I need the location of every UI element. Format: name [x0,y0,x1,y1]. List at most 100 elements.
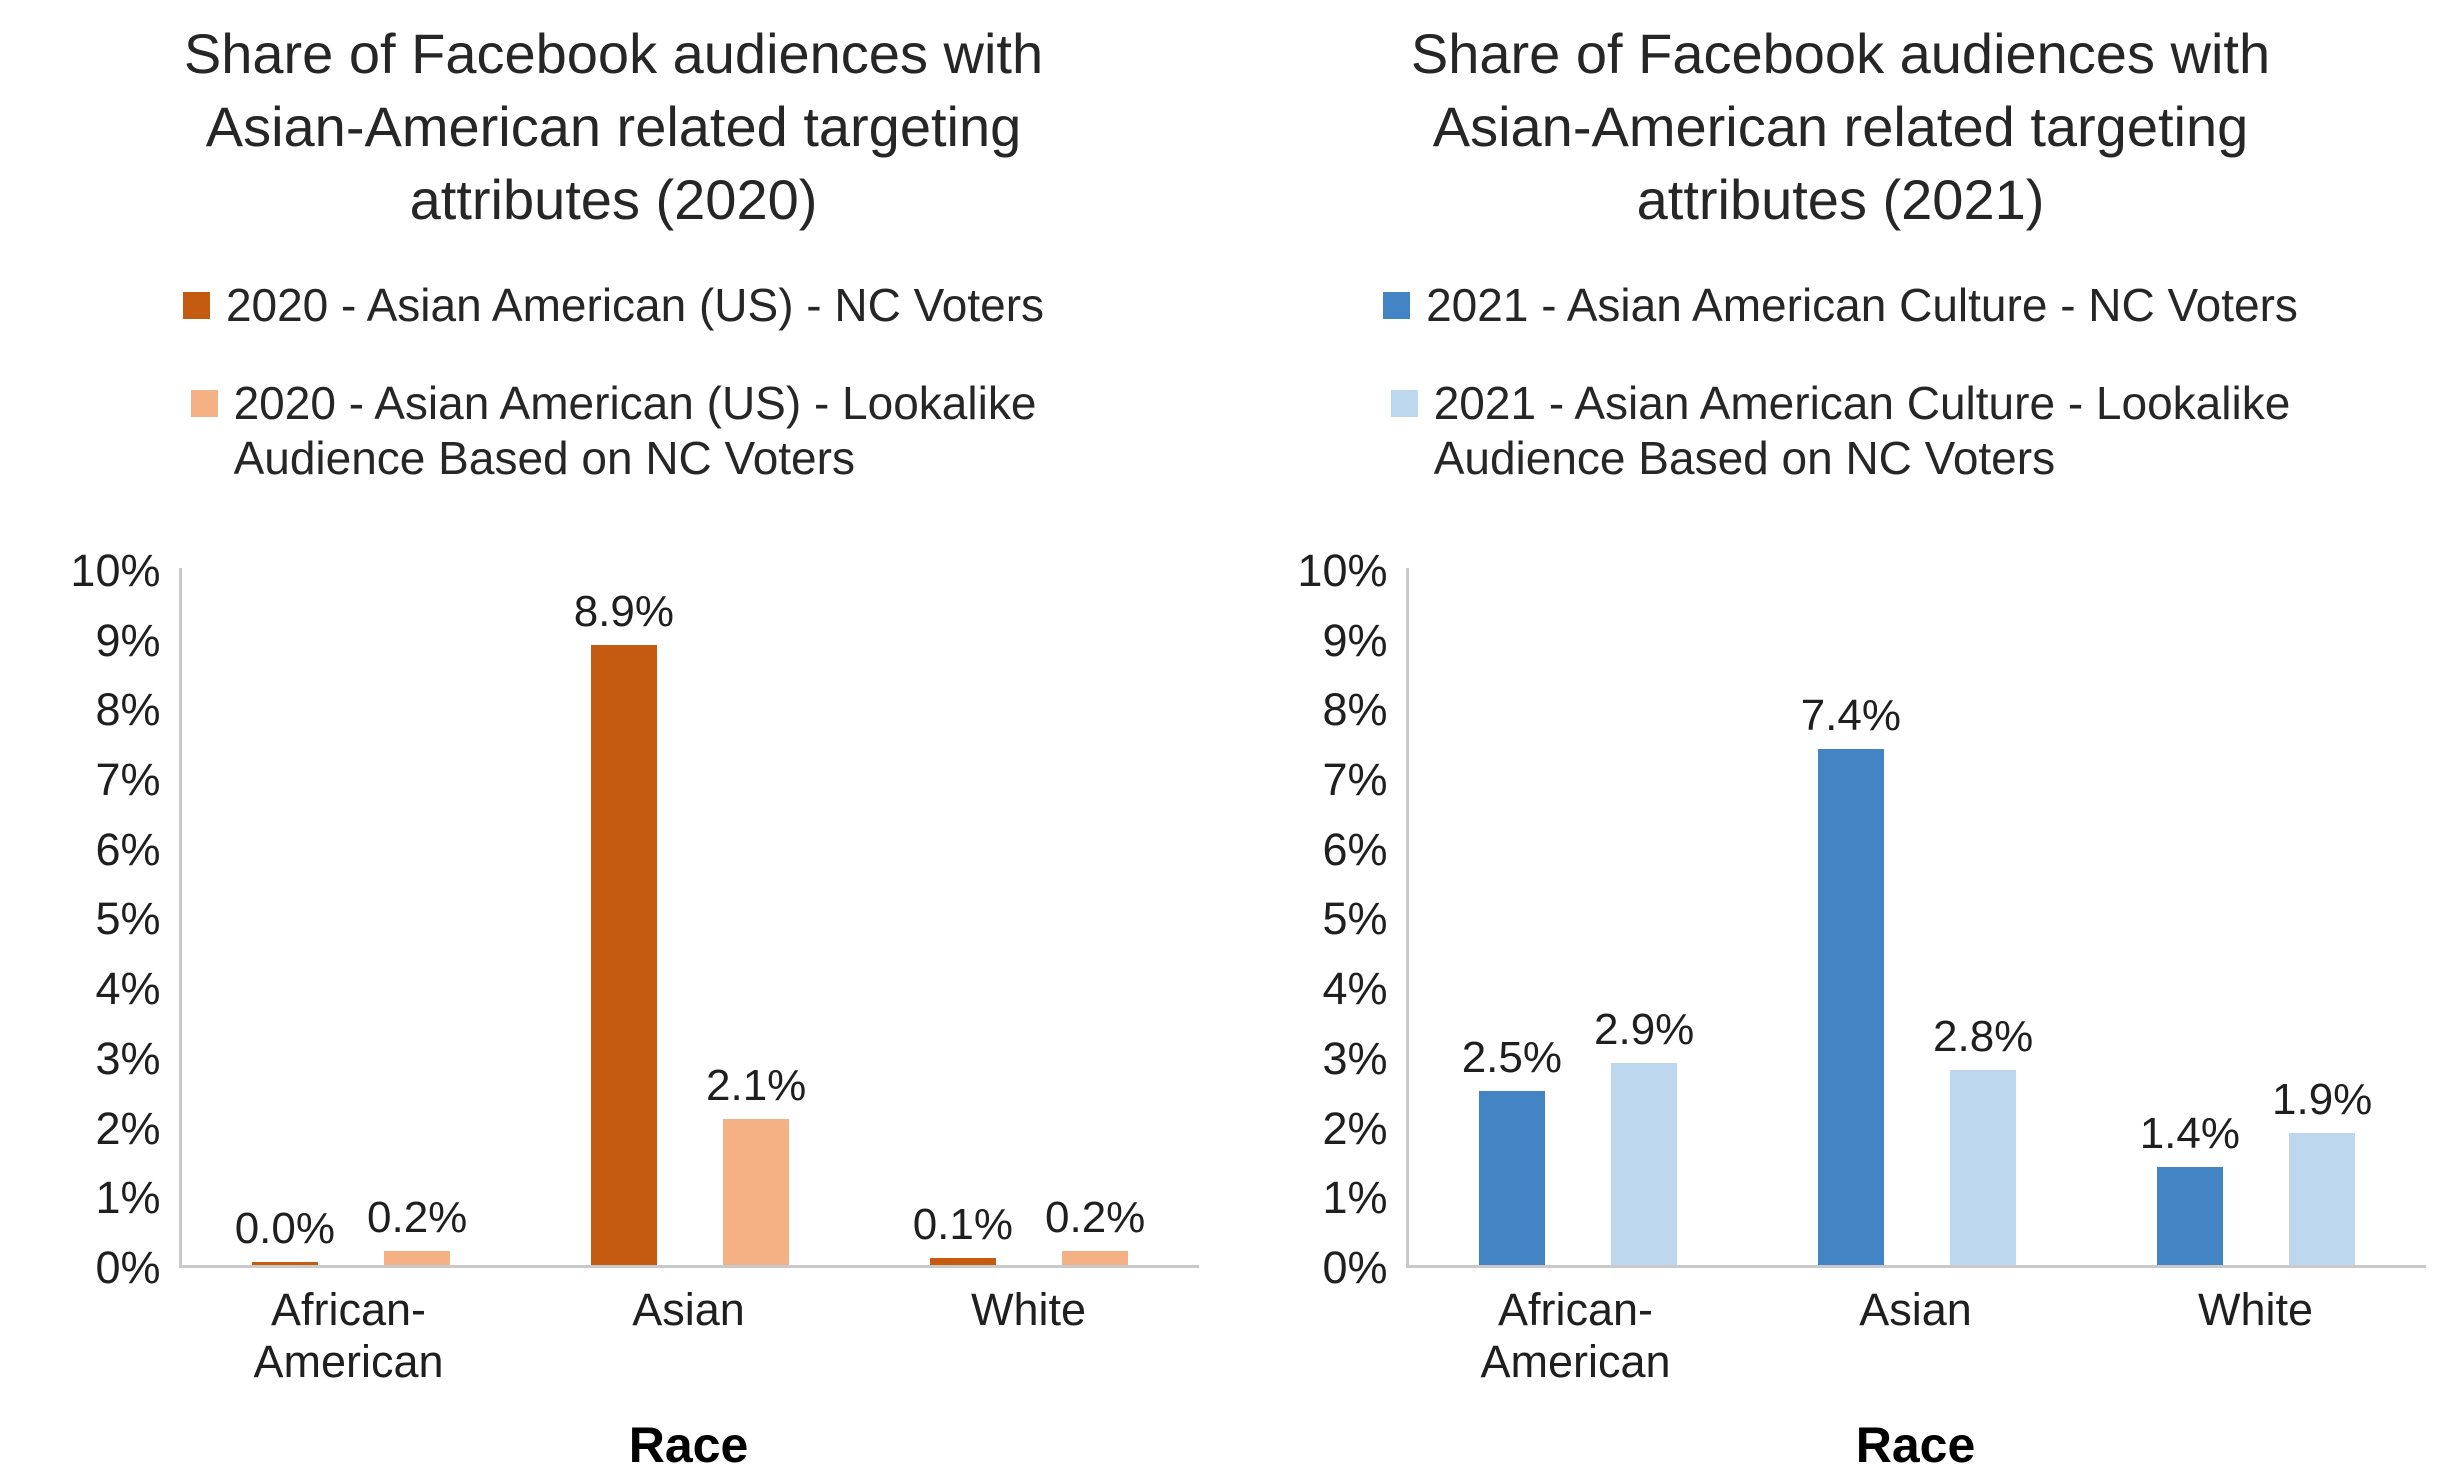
y-tick-label: 8% [95,684,161,736]
legend-label: 2020 - Asian American (US) - NC Voters [225,279,1045,332]
legend-item: 2021 - Asian American Culture - NC Voter… [1383,278,2298,333]
data-label: 2.8% [1933,1011,2034,1061]
y-tick-label: 4% [95,963,161,1015]
bar [1611,1062,1678,1265]
y-tick-label: 4% [1322,963,1388,1015]
chart-area: 0% 1% 2% 3% 4% 5% 6% 7% 8% 9% 10% 0.0% 0.2% 8.9% 2.1%… [29,545,1199,1474]
y-tick-label: 3% [1322,1032,1388,1084]
y-tick-label: 1% [95,1172,161,1224]
bar-with-label: 0.2% [1045,1193,1145,1265]
plot-column: 0.0% 0.2% 8.9% 2.1% 0.1% 0.2% African-America… [178,567,1199,1474]
bar-with-label: 7.4% [1801,691,1901,1265]
y-tick-label: 9% [95,614,161,666]
data-label: 2.5% [1461,1032,1562,1082]
bar-group-african-american: 0.0% 0.2% [182,568,521,1265]
y-tick-label: 0% [1322,1241,1388,1293]
y-axis: 0% 1% 2% 3% 4% 5% 6% 7% 8% 9% 10% [29,545,179,1293]
y-tick-label: 3% [95,1032,161,1084]
bar [251,1261,318,1265]
chart-title-2020: Share of Facebook audiences with Asian-A… [183,22,1044,231]
legend-swatch-icon [1390,389,1418,417]
bar [723,1118,790,1265]
data-label: 1.9% [2272,1074,2373,1124]
bar [929,1257,996,1265]
bar-with-label: 2.5% [1462,1033,1562,1265]
legend-swatch-icon [1383,292,1411,320]
chart-panel-2021: Share of Facebook audiences with Asian-A… [1227,0,2454,1473]
chart-area: 0% 1% 2% 3% 4% 5% 6% 7% 8% 9% 10% 2.5% 2.9% 7.4% 2.8%… [1256,545,2426,1474]
y-tick-label: 2% [95,1102,161,1154]
legend-swatch-icon [190,389,218,417]
data-label: 2.9% [1594,1004,1695,1054]
bar [590,644,657,1265]
bar-group-white: 0.1% 0.2% [860,568,1199,1265]
y-tick-label: 6% [1322,823,1388,875]
bar [2156,1167,2223,1265]
y-tick-label: 0% [95,1241,161,1293]
x-axis-title: Race [1855,1416,1976,1473]
bar [1817,749,1884,1265]
legend-item: 2020 - Asian American (US) - Lookalike Au… [190,376,1037,486]
y-axis: 0% 1% 2% 3% 4% 5% 6% 7% 8% 9% 10% [1256,545,1406,1293]
bar-group-asian: 8.9% 2.1% [521,568,860,1265]
bar-with-label: 0.1% [913,1200,1013,1265]
y-tick-label: 1% [1322,1172,1388,1224]
y-tick-label: 7% [1322,754,1388,806]
bar [1950,1069,2017,1265]
legend-item: 2021 - Asian American Culture - Lookalik… [1390,376,2291,486]
category-label: African-American [253,1283,444,1387]
x-axis-labels: African-American Asian White [1406,1284,2426,1388]
bar-with-label: 2.8% [1933,1012,2033,1265]
y-tick-label: 6% [95,823,161,875]
data-label: 0.0% [234,1203,335,1253]
y-tick-label: 10% [70,544,161,596]
legend-item: 2020 - Asian American (US) - NC Voters [182,278,1045,333]
bar-group-white: 1.4% 1.9% [2087,568,2426,1265]
bar-with-label: 1.4% [2140,1109,2240,1265]
bar-group-asian: 7.4% 2.8% [1748,568,2087,1265]
data-label: 0.1% [912,1199,1013,1249]
category-label: African-American [1480,1283,1671,1387]
y-tick-label: 9% [1322,614,1388,666]
data-label: 2.1% [706,1060,807,1110]
data-label: 8.9% [573,586,674,636]
category-label: Asian [1859,1283,1972,1335]
legend-swatch-icon [182,292,210,320]
bar-with-label: 2.1% [706,1061,806,1265]
x-axis-title: Race [628,1416,749,1473]
bar [1062,1251,1129,1265]
bar-with-label: 2.9% [1594,1005,1694,1265]
data-label: 0.2% [367,1193,468,1243]
chart-panel-2020: Share of Facebook audiences with Asian-A… [0,0,1227,1473]
bar-with-label: 0.0% [235,1204,335,1265]
x-axis-labels: African-American Asian White [179,1284,1199,1388]
category-label: White [970,1283,1087,1335]
y-tick-label: 7% [95,754,161,806]
data-label: 1.4% [2139,1109,2240,1159]
bar [1478,1090,1545,1265]
data-label: 0.2% [1045,1193,1146,1243]
y-tick-label: 2% [1322,1102,1388,1154]
legend-label: 2020 - Asian American (US) - Lookalike Au… [233,376,1037,484]
bar-with-label: 8.9% [574,587,674,1265]
data-label: 7.4% [1800,691,1901,741]
y-tick-label: 10% [1297,544,1388,596]
legend: 2021 - Asian American Culture - NC Voter… [1383,278,2298,486]
plot-column: 2.5% 2.9% 7.4% 2.8% 1.4% 1.9% African-America… [1405,567,2426,1474]
category-label: Asian [632,1283,745,1335]
category-label: White [2197,1283,2314,1335]
plot-area: 2.5% 2.9% 7.4% 2.8% 1.4% 1.9% [1405,567,2426,1268]
legend: 2020 - Asian American (US) - NC Voters 20… [182,278,1045,486]
legend-label: 2021 - Asian American Culture - Lookalik… [1433,376,2291,484]
bar-with-label: 0.2% [367,1193,467,1265]
bar [2289,1132,2356,1265]
y-tick-label: 5% [95,893,161,945]
bar [384,1251,451,1265]
plot-area: 0.0% 0.2% 8.9% 2.1% 0.1% 0.2% [178,567,1199,1268]
y-tick-label: 8% [1322,684,1388,736]
bar-with-label: 1.9% [2272,1075,2372,1265]
legend-label: 2021 - Asian American Culture - NC Voter… [1426,279,2298,332]
bar-group-african-american: 2.5% 2.9% [1409,568,1748,1265]
chart-title-2021: Share of Facebook audiences with Asian-A… [1410,22,2271,231]
